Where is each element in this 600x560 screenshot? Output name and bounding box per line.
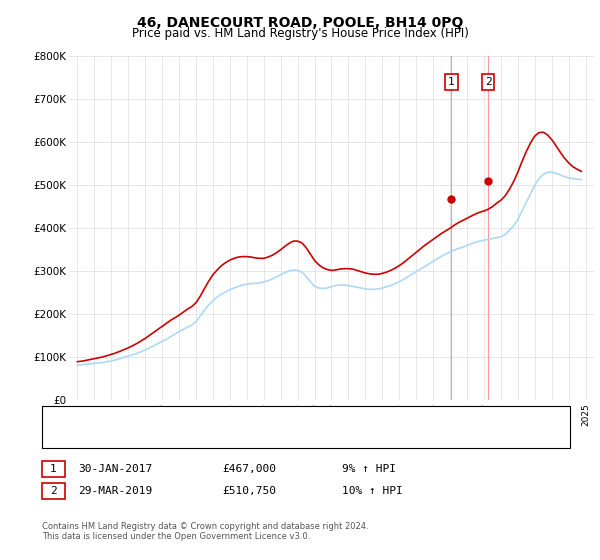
Text: 30-JAN-2017: 30-JAN-2017 (78, 464, 152, 474)
Text: 2: 2 (50, 486, 57, 496)
Text: HPI: Average price, detached house, Bournemouth Christchurch and Poole: HPI: Average price, detached house, Bour… (85, 434, 449, 444)
Text: Contains HM Land Registry data © Crown copyright and database right 2024.
This d: Contains HM Land Registry data © Crown c… (42, 522, 368, 542)
Text: 1: 1 (50, 464, 57, 474)
Text: £510,750: £510,750 (222, 486, 276, 496)
Text: Price paid vs. HM Land Registry's House Price Index (HPI): Price paid vs. HM Land Registry's House … (131, 27, 469, 40)
Text: 1: 1 (448, 77, 455, 87)
Text: £467,000: £467,000 (222, 464, 276, 474)
Text: 29-MAR-2019: 29-MAR-2019 (78, 486, 152, 496)
Text: 9% ↑ HPI: 9% ↑ HPI (342, 464, 396, 474)
Text: 46, DANECOURT ROAD, POOLE, BH14 0PQ (detached house): 46, DANECOURT ROAD, POOLE, BH14 0PQ (det… (85, 413, 380, 423)
Text: 10% ↑ HPI: 10% ↑ HPI (342, 486, 403, 496)
Text: 2: 2 (485, 77, 491, 87)
Text: 46, DANECOURT ROAD, POOLE, BH14 0PQ: 46, DANECOURT ROAD, POOLE, BH14 0PQ (137, 16, 463, 30)
